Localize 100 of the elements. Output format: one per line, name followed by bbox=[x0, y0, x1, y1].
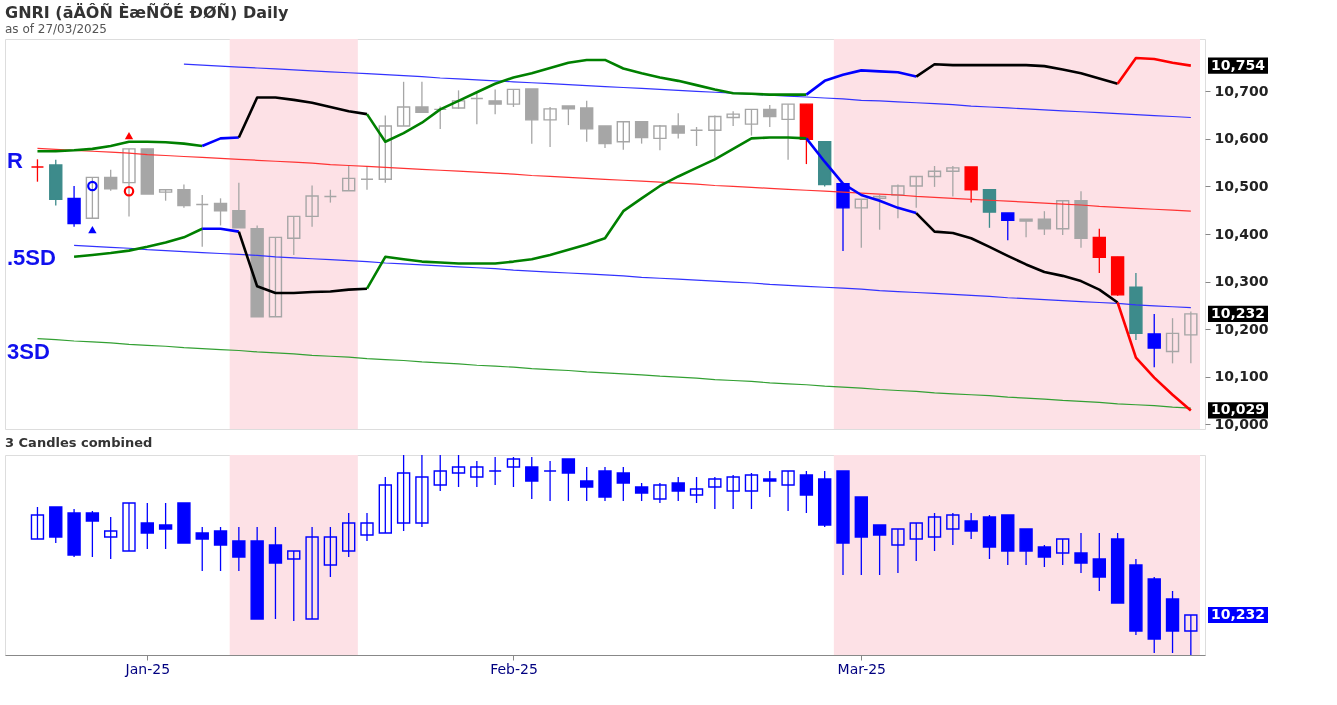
point bbox=[87, 180, 98, 192]
candlestick bbox=[396, 454, 411, 532]
candlestick bbox=[415, 454, 429, 528]
candlestick bbox=[1165, 317, 1180, 365]
candlestick bbox=[433, 105, 447, 130]
x-tick-label: Jan-25 bbox=[124, 660, 171, 677]
candlestick bbox=[543, 106, 557, 148]
candlestick bbox=[360, 512, 374, 542]
candlestick bbox=[616, 466, 631, 502]
candlestick bbox=[1001, 212, 1015, 241]
candlestick bbox=[579, 466, 594, 502]
candlestick bbox=[598, 125, 612, 149]
candlestick bbox=[213, 526, 228, 572]
candlestick bbox=[341, 164, 356, 192]
candlestick bbox=[543, 460, 557, 502]
candlestick bbox=[158, 502, 173, 550]
candlestick bbox=[1184, 310, 1198, 365]
candlestick bbox=[488, 88, 502, 115]
candlestick bbox=[1019, 218, 1033, 238]
line-series bbox=[73, 244, 1192, 309]
candlestick bbox=[122, 148, 136, 218]
candlestick bbox=[653, 482, 667, 504]
candlestick bbox=[689, 476, 704, 504]
candlestick bbox=[927, 512, 942, 552]
candlestick bbox=[872, 194, 887, 231]
candlestick bbox=[85, 176, 100, 219]
line-series bbox=[36, 147, 1192, 212]
candlestick bbox=[305, 526, 319, 620]
candlestick bbox=[708, 476, 722, 510]
candlestick bbox=[360, 166, 374, 191]
candlestick bbox=[451, 89, 466, 110]
candlestick bbox=[561, 458, 576, 502]
candlestick bbox=[415, 81, 429, 113]
candlestick bbox=[763, 104, 777, 128]
candlestick bbox=[726, 474, 740, 510]
candlestick bbox=[964, 512, 978, 540]
candlestick bbox=[799, 470, 814, 514]
candlestick bbox=[927, 165, 942, 188]
text: 10,232 bbox=[1210, 304, 1266, 321]
candlestick bbox=[561, 105, 576, 126]
chart-subtitle: as of 27/03/2025 bbox=[5, 22, 107, 36]
candlestick bbox=[232, 526, 246, 572]
candlestick bbox=[287, 550, 301, 622]
candlestick bbox=[396, 81, 411, 127]
x-tick-label: Feb-25 bbox=[490, 660, 538, 677]
candlestick bbox=[909, 522, 923, 562]
candlestick bbox=[488, 456, 502, 486]
candlestick bbox=[177, 183, 191, 209]
candlestick bbox=[506, 456, 521, 488]
candlestick bbox=[579, 100, 594, 143]
candlestick bbox=[891, 183, 905, 219]
series-label: .5SD bbox=[7, 245, 56, 271]
y-tick-label: 10,700 bbox=[1214, 82, 1269, 99]
y-tick-label: 10,500 bbox=[1214, 177, 1269, 194]
point bbox=[123, 185, 135, 197]
candlestick bbox=[268, 526, 283, 620]
candlestick bbox=[378, 114, 393, 184]
candlestick bbox=[195, 526, 209, 572]
candlestick bbox=[708, 114, 722, 159]
candlestick bbox=[103, 169, 118, 192]
candlestick bbox=[525, 456, 539, 500]
candlestick bbox=[744, 472, 759, 510]
candlestick bbox=[781, 470, 795, 512]
candlestick bbox=[781, 103, 795, 161]
candlestick bbox=[671, 476, 685, 502]
y-tick-label: 10,200 bbox=[1214, 320, 1269, 337]
candlestick bbox=[122, 502, 136, 552]
candlestick bbox=[671, 112, 685, 140]
candlestick bbox=[378, 476, 393, 534]
candlestick bbox=[872, 524, 887, 576]
line-series bbox=[914, 211, 1119, 304]
candlestick bbox=[140, 502, 155, 550]
x-tick-label: Mar-25 bbox=[837, 660, 886, 677]
candlestick bbox=[891, 528, 905, 574]
chart-title: 3 Candles combined bbox=[5, 435, 153, 451]
y-tick-label: 10,400 bbox=[1214, 225, 1269, 242]
candlestick bbox=[1147, 313, 1161, 368]
candlestick bbox=[1092, 228, 1107, 274]
candlestick bbox=[1037, 210, 1052, 236]
candlestick bbox=[268, 236, 283, 318]
candlestick bbox=[634, 121, 649, 145]
candlestick bbox=[909, 175, 923, 209]
candlestick bbox=[946, 165, 960, 198]
candlestick bbox=[1055, 538, 1070, 566]
data-label: 10,754 bbox=[1210, 56, 1266, 73]
candlestick bbox=[433, 454, 447, 492]
candlestick bbox=[1037, 544, 1052, 568]
candlestick bbox=[1092, 532, 1107, 592]
candlestick bbox=[982, 189, 997, 229]
y-tick-label: 10,100 bbox=[1214, 368, 1269, 385]
series-label: R bbox=[7, 148, 23, 174]
candlestick bbox=[616, 121, 631, 151]
candlestick bbox=[470, 91, 484, 125]
y-tick-label: 10,600 bbox=[1214, 130, 1269, 147]
line-series bbox=[805, 69, 918, 96]
text: 10,232 bbox=[1210, 606, 1266, 622]
candlestick bbox=[1019, 528, 1033, 566]
y-tick-label: 10,300 bbox=[1214, 273, 1269, 290]
candlestick bbox=[305, 184, 319, 228]
candlestick bbox=[1184, 614, 1198, 656]
